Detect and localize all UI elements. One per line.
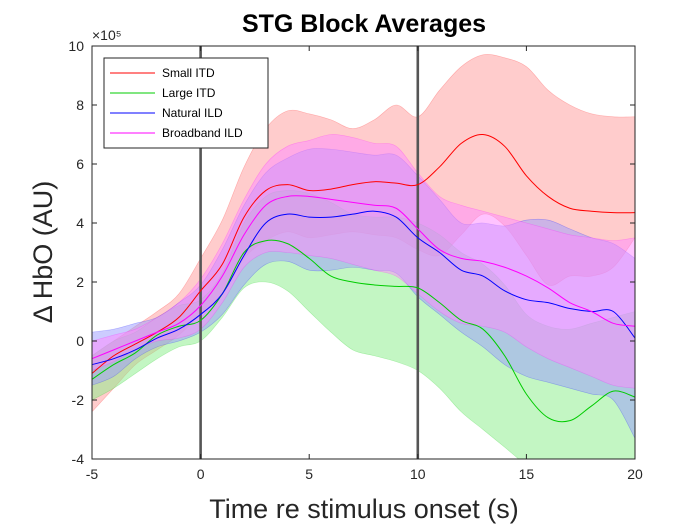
chart-title: STG Block Averages	[242, 10, 486, 38]
legend: Small ITD Large ITD Natural ILD Broadband I…	[103, 57, 269, 149]
axes-box	[91, 45, 636, 460]
x-tick-label: 5	[305, 466, 313, 482]
confidence-band-3	[92, 134, 635, 389]
x-tick-label: 10	[410, 466, 426, 482]
series-line-0	[92, 133, 635, 374]
y-tick-label: 8	[76, 97, 84, 113]
y-axis-label: Δ HbO (AU)	[28, 181, 58, 324]
legend-label-1: Large ITD	[162, 86, 216, 100]
x-tick-label: 20	[627, 466, 643, 482]
y-exponent-label: ×10⁵	[92, 27, 122, 43]
y-tick-label: 4	[76, 215, 84, 231]
x-tick-label: 15	[519, 466, 535, 482]
x-axis-label: Time re stimulus onset (s)	[209, 494, 519, 524]
y-tick-label: 0	[76, 333, 84, 349]
series-line-1	[92, 239, 635, 423]
series-line-2	[92, 210, 635, 366]
legend-label-0: Small ITD	[162, 66, 215, 80]
y-tick-label: 6	[76, 156, 84, 172]
legend-label-2: Natural ILD	[162, 106, 223, 120]
plot-area: -5 0 5 10 15 20 -4 -2 0 2 4 6 8 10	[68, 38, 643, 482]
legend-label-3: Broadband ILD	[162, 126, 243, 140]
y-tick-label: -4	[72, 451, 85, 467]
series-line-3	[92, 195, 635, 360]
y-tick-label: -2	[72, 392, 85, 408]
y-tick-label: 2	[76, 274, 84, 290]
data-layer	[92, 46, 635, 459]
x-tick-label: 0	[197, 466, 205, 482]
x-tick-label: -5	[86, 466, 99, 482]
y-tick-label: 10	[68, 38, 84, 54]
